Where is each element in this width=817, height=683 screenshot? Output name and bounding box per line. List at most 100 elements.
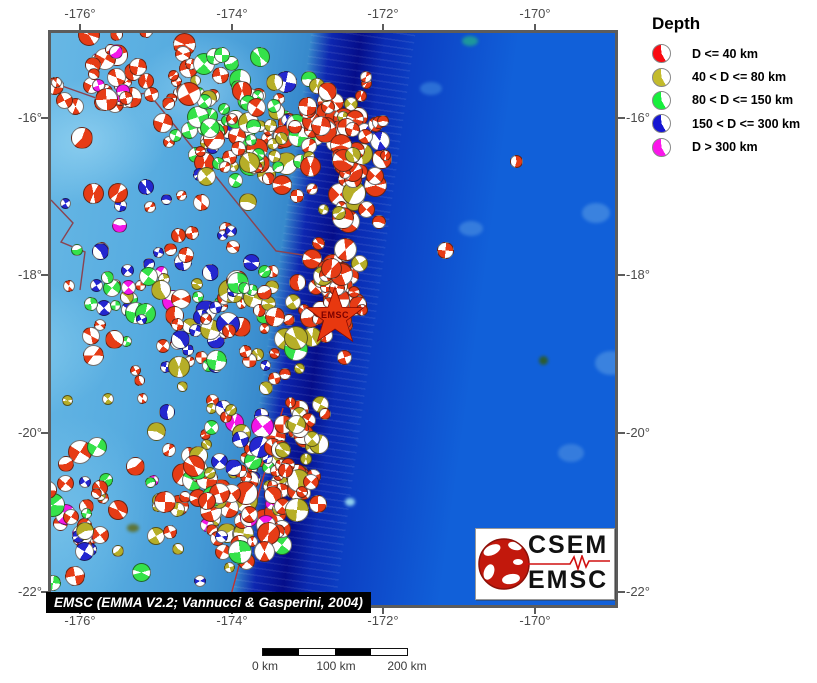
focal-mechanism-marker	[158, 404, 175, 421]
tick-mark	[231, 24, 233, 30]
focal-mechanism-marker	[298, 96, 318, 116]
focal-mechanism-marker	[101, 271, 115, 285]
focal-mechanism-marker	[336, 350, 352, 366]
focal-mechanism-marker	[171, 317, 185, 331]
focal-mechanism-marker	[208, 301, 222, 315]
focal-mechanism-marker	[243, 253, 261, 271]
focal-mechanism-marker	[168, 129, 182, 143]
focal-mechanism-marker	[64, 566, 85, 587]
focal-mechanism-marker	[238, 192, 257, 211]
focal-mechanism-marker	[224, 458, 242, 476]
focal-mechanism-marker	[138, 267, 158, 287]
axis-tick-label-left: -16°	[18, 110, 42, 125]
focal-mechanism-marker	[156, 338, 171, 353]
focal-mechanism-marker	[263, 118, 277, 132]
focal-mechanism-marker	[278, 367, 291, 380]
focal-mechanism-marker	[82, 327, 101, 346]
focal-mechanism-marker	[87, 437, 108, 458]
focal-mechanism-marker	[267, 371, 281, 385]
axis-tick-label-bottom: -176°	[64, 613, 96, 628]
focal-mechanism-marker	[194, 575, 207, 588]
focal-mechanism-marker	[377, 114, 390, 127]
logo-line1: CSEM	[528, 531, 609, 559]
focal-mechanism-marker	[92, 242, 110, 260]
axis-tick-label-right: -22°	[626, 584, 650, 599]
focal-mechanism-marker	[237, 281, 250, 294]
legend-item: 80 < D <= 150 km	[652, 89, 817, 112]
depth-legend: Depth D <= 40 km 40 < D <= 80 km 80 < D <=…	[652, 14, 817, 159]
focal-mechanism-marker	[249, 46, 270, 67]
seismogram-icon	[526, 555, 610, 571]
legend-items: D <= 40 km 40 < D <= 80 km 80 < D <= 150 k…	[652, 42, 817, 159]
legend-title: Depth	[652, 14, 701, 33]
legend-item-label: 80 < D <= 150 km	[692, 93, 794, 108]
focal-mechanism-marker	[95, 87, 119, 111]
focal-mechanism-marker	[260, 359, 272, 371]
focal-mechanism-marker	[344, 146, 361, 163]
focal-mechanism-marker	[56, 475, 74, 493]
axis-tick-label-right: -16°	[626, 110, 650, 125]
scale-bar-label: 100 km	[316, 659, 356, 673]
island-spot	[127, 524, 139, 532]
focal-mechanism-marker	[152, 246, 164, 258]
focal-mechanism-marker	[171, 329, 191, 349]
axis-tick-label-bottom: -170°	[519, 613, 551, 628]
attribution-bar: EMSC (EMMA V2.2; Vannucci & Gasperini, 2…	[46, 592, 371, 613]
focal-mechanism-marker	[191, 278, 204, 291]
focal-mechanism-marker	[212, 66, 230, 84]
focal-mechanism-marker	[94, 319, 107, 332]
focal-mechanism-marker	[162, 96, 176, 110]
axis-tick-label-top: -170°	[519, 6, 551, 21]
tick-mark	[41, 591, 48, 593]
focal-mechanism-marker	[136, 393, 148, 405]
axis-tick-label-top: -172°	[367, 6, 399, 21]
focal-mechanism-marker	[238, 151, 260, 173]
focal-mechanism-marker	[79, 476, 91, 489]
focal-mechanism-marker	[360, 71, 373, 84]
focal-mechanism-marker	[128, 57, 147, 76]
focal-mechanism-marker	[289, 188, 304, 203]
focal-mechanism-marker	[272, 175, 293, 196]
focal-mechanism-marker	[320, 258, 342, 280]
scale-bar	[262, 648, 408, 656]
legend-item-label: D > 300 km	[692, 140, 758, 155]
axis-tick-label-right: -20°	[626, 425, 650, 440]
focal-mechanism-marker	[355, 90, 368, 103]
focal-mechanism-marker	[301, 249, 322, 270]
focal-mechanism-marker	[348, 285, 361, 298]
focal-mechanism-marker	[250, 414, 274, 438]
focal-mechanism-marker	[206, 349, 228, 371]
focal-mechanism-marker	[177, 81, 202, 106]
focal-mechanism-marker	[201, 264, 219, 282]
focal-mechanism-marker	[371, 214, 386, 229]
axis-tick-label-top: -174°	[216, 6, 248, 21]
island-spot	[420, 81, 442, 95]
focal-mechanism-marker	[300, 155, 322, 177]
focal-mechanism-marker	[269, 348, 281, 360]
focal-mechanism-marker	[182, 454, 205, 477]
focal-mechanism-marker	[318, 407, 331, 420]
tick-mark	[79, 24, 81, 30]
axis-tick-label-bottom: -174°	[216, 613, 248, 628]
focal-mechanism-marker	[224, 561, 236, 573]
focal-mechanism-marker	[143, 201, 156, 214]
scale-bar-segment	[371, 649, 407, 655]
focal-mechanism-marker	[131, 563, 151, 583]
scale-bar-label: 200 km	[387, 659, 427, 673]
focal-mechanism-marker	[119, 91, 134, 105]
axis-tick-label-left: -22°	[18, 584, 42, 599]
focal-mechanism-marker	[221, 323, 236, 338]
legend-beachball-icon	[652, 137, 671, 157]
island-spot	[582, 203, 610, 223]
focal-mechanism-marker	[198, 492, 217, 511]
focal-mechanism-marker	[60, 198, 72, 210]
focal-mechanism-marker	[192, 193, 210, 211]
focal-mechanism-marker	[320, 99, 335, 114]
focal-mechanism-marker	[275, 442, 292, 459]
focal-mechanism-marker	[83, 183, 105, 205]
focal-mechanism-marker	[153, 490, 176, 513]
focal-mechanism-marker	[175, 190, 187, 202]
focal-mechanism-marker	[162, 442, 177, 457]
island-spot	[558, 444, 584, 462]
